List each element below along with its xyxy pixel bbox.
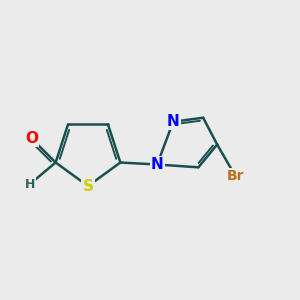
Text: Br: Br <box>226 169 244 183</box>
Text: H: H <box>24 178 35 191</box>
Text: N: N <box>151 157 164 172</box>
Text: S: S <box>82 178 94 194</box>
Text: N: N <box>167 114 179 129</box>
Text: O: O <box>25 131 38 146</box>
